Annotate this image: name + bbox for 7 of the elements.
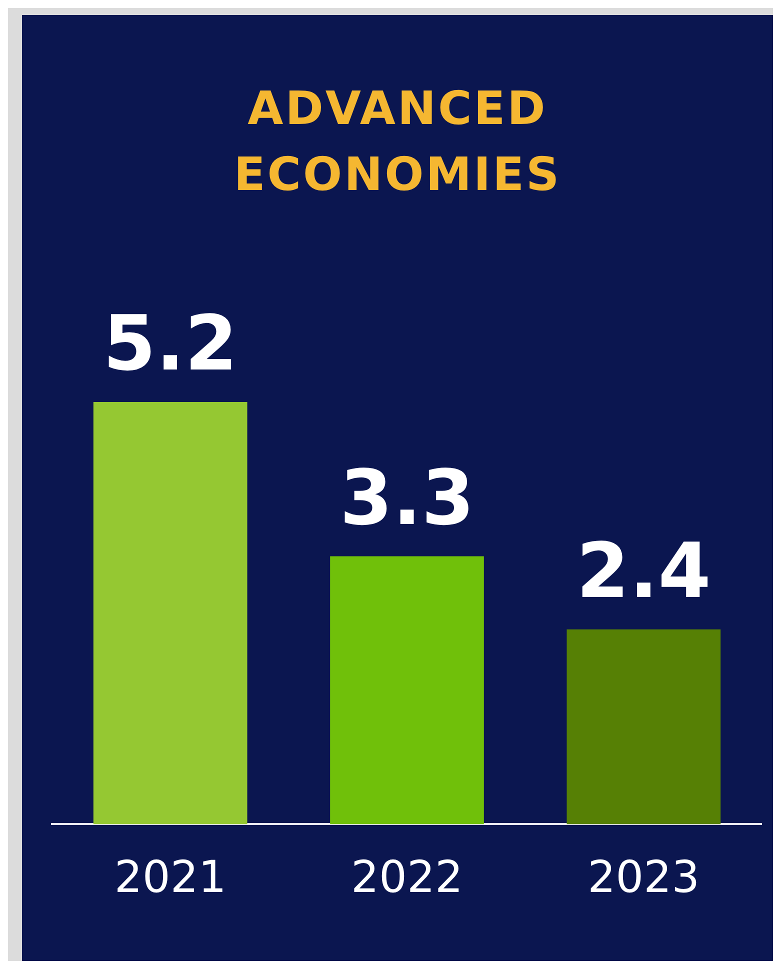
chart-title: ADVANCED ECONOMIES: [232, 80, 562, 203]
data-label: 5.2: [103, 298, 238, 388]
x-tick-label: 2021: [114, 852, 226, 904]
x-tick-label: 2023: [588, 852, 700, 904]
data-label: 3.3: [340, 452, 474, 542]
data-label: 2.4: [576, 526, 711, 616]
x-tick-label: 2022: [351, 852, 463, 904]
